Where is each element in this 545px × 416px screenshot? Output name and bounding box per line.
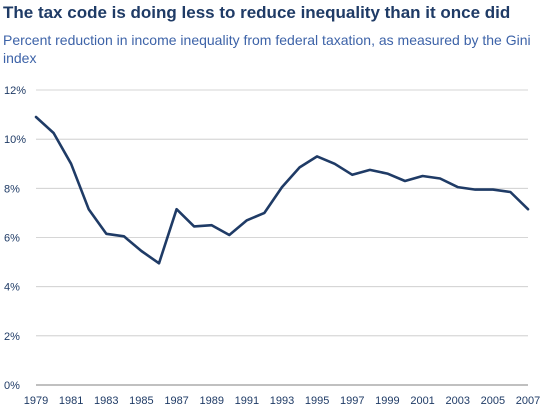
y-tick-layer: 0% 2% 4% 6% 8% 10% 12% (4, 85, 26, 392)
x-tick-label: 2003 (445, 395, 469, 407)
x-tick-label: 2001 (410, 395, 434, 407)
x-tick-layer: 1979 1981 1983 1985 1987 1989 1991 1993 1995 1997… (24, 395, 540, 407)
x-tick-label: 1981 (59, 395, 83, 407)
y-tick-label: 10% (4, 134, 26, 146)
x-tick-label: 1979 (24, 395, 48, 407)
x-tick-label: 1999 (375, 395, 399, 407)
y-tick-label: 0% (4, 380, 20, 392)
x-tick-label: 2005 (481, 395, 505, 407)
x-tick-label: 2007 (516, 395, 540, 407)
grid-layer (36, 89, 528, 386)
x-tick-label: 1989 (199, 395, 223, 407)
x-tick-label: 1995 (305, 395, 329, 407)
y-tick-label: 12% (4, 85, 26, 97)
y-tick-label: 4% (4, 282, 20, 294)
y-tick-label: 2% (4, 331, 20, 343)
series-layer (34, 115, 530, 265)
x-tick-label: 1985 (129, 395, 153, 407)
y-tick-label: 6% (4, 233, 20, 245)
x-tick-label: 1991 (235, 395, 259, 407)
x-tick-label: 1983 (94, 395, 118, 407)
x-tick-label: 1987 (164, 395, 188, 407)
x-tick-label: 1993 (270, 395, 294, 407)
y-tick-label: 8% (4, 183, 20, 195)
chart-title: The tax code is doing less to reduce ine… (3, 3, 511, 22)
x-tick-label: 1997 (340, 395, 364, 407)
chart-subtitle: Percent reduction in income inequality f… (3, 32, 531, 66)
